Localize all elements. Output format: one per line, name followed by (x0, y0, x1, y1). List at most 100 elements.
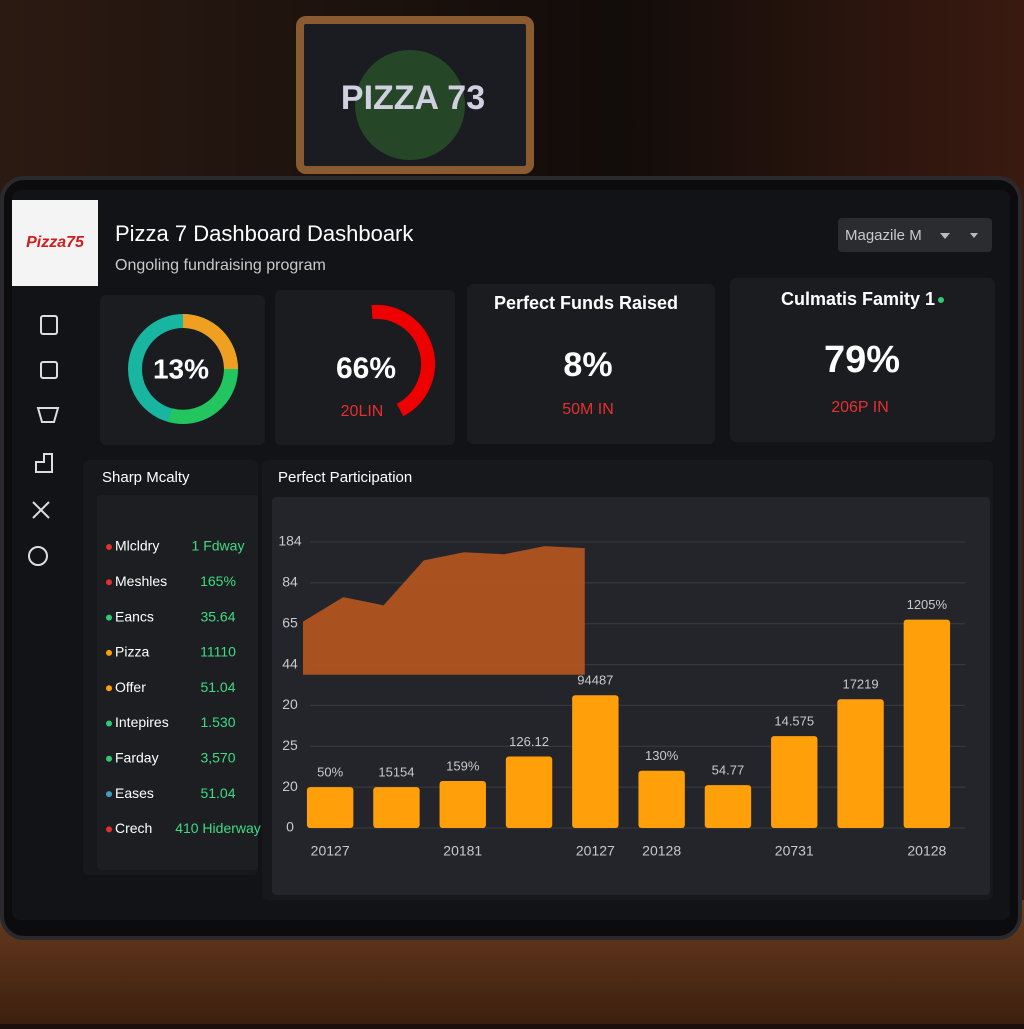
kpi-title: Culmatis Famity 1 (781, 289, 935, 309)
row-dot (106, 720, 112, 727)
row-label: Pizza (115, 644, 149, 660)
x-tick-label: 20127 (311, 843, 350, 859)
nav-icon[interactable] (32, 501, 50, 519)
kpi-note: 206P IN (831, 399, 889, 416)
kpi-value: 79% (824, 339, 900, 381)
x-tick-label: 20128 (907, 843, 946, 859)
row-value: 1.530 (200, 714, 235, 730)
bar-annotation: 17219 (842, 677, 878, 692)
nav-icon[interactable] (40, 361, 58, 379)
bar-annotation: 126.12 (509, 734, 549, 749)
row-label: Farday (115, 750, 159, 766)
x-tick-label: 20127 (576, 843, 615, 859)
nav-icon[interactable] (40, 315, 58, 335)
row-value: 1 Fdway (192, 538, 245, 554)
y-tick-label: 0 (286, 819, 294, 835)
row-dot (106, 755, 112, 762)
status-dot (938, 297, 944, 303)
y-tick-label: 184 (278, 533, 302, 549)
logo-box (12, 200, 98, 286)
row-label: Eancs (115, 608, 154, 624)
bar (903, 619, 951, 828)
kpi-note: 20LIN (341, 403, 384, 420)
row-label: Meshles (115, 573, 167, 589)
poster-text: PIZZA 73 (341, 79, 485, 117)
row-label: Offer (115, 679, 146, 695)
row-value: 3,570 (200, 750, 235, 766)
bar-annotation: 1205% (907, 597, 948, 612)
kpi-value: 8% (563, 346, 612, 384)
chart: 0 20 25 20 44 65 84 184 20127 50% 15154 20181 159% 12… (278, 533, 965, 859)
bar (638, 770, 685, 828)
row-dot (106, 614, 112, 621)
chart-title: Perfect Participation (278, 469, 412, 486)
dropdown[interactable] (838, 218, 992, 252)
bar (572, 695, 619, 828)
dropdown-arrow[interactable] (940, 233, 978, 239)
y-tick-label: 25 (282, 737, 298, 753)
row-label: Mlcldry (115, 538, 159, 554)
kpi-card (467, 284, 715, 444)
row-dot (106, 649, 112, 656)
bar-annotation: 130% (645, 748, 679, 763)
bar (373, 787, 420, 828)
bar-annotation: 15154 (378, 765, 414, 780)
bar (704, 785, 752, 828)
row-dot (106, 544, 112, 550)
y-tick-label: 44 (282, 655, 298, 671)
chart-area (272, 497, 990, 895)
y-tick-label: 65 (282, 614, 298, 630)
bar-annotation: 14.575 (774, 714, 814, 729)
donut-segment (182, 314, 238, 370)
list-rows: Mlcldry 1 Fdway Meshles 165% Eancs 35.64 Pizza… (106, 538, 261, 836)
bar (837, 699, 884, 828)
bar (505, 756, 553, 828)
bar (306, 787, 354, 828)
list-title: Sharp Mcalty (102, 469, 190, 486)
row-label: Eases (115, 785, 154, 801)
row-value: 35.64 (200, 608, 235, 624)
row-dot (106, 826, 112, 833)
bar-annotation: 50% (317, 765, 343, 780)
gauge-arc (371, 304, 435, 417)
kpi-value: 13% (153, 353, 209, 384)
row-dot (106, 579, 112, 586)
bar (771, 736, 818, 828)
row-label: Crech (115, 820, 152, 836)
kpi-note: 50M IN (562, 401, 614, 418)
kpi-card (730, 278, 995, 442)
x-tick-label: 20731 (775, 843, 814, 859)
y-tick-label: 20 (282, 696, 298, 712)
x-tick-label: 20181 (443, 843, 482, 859)
row-dot (106, 791, 112, 798)
logo: Pizza75 (26, 234, 85, 251)
bar-annotation: 54.77 (712, 763, 745, 778)
bar-annotation: 94487 (577, 673, 613, 688)
row-value: 51.04 (200, 679, 235, 695)
sidebar (28, 315, 60, 566)
donut-segment (168, 368, 238, 424)
row-dot (106, 685, 112, 692)
title: Pizza 7 Dashboard Dashboark (115, 221, 414, 246)
dropdown-label[interactable]: Magazile M (845, 227, 922, 244)
row-value: 11110 (200, 644, 236, 660)
row-label: Intepires (115, 714, 169, 730)
nav-icon[interactable] (28, 546, 48, 566)
y-tick-label: 20 (282, 778, 298, 794)
row-value: 51.04 (200, 785, 235, 801)
nav-icon[interactable] (35, 453, 53, 473)
poster-disc (355, 50, 465, 160)
list-box (97, 495, 258, 870)
row-value: 165% (200, 573, 236, 589)
x-tick-label: 20128 (642, 843, 681, 859)
nav-icon[interactable] (36, 407, 60, 423)
y-tick-label: 84 (282, 574, 298, 590)
row-value: 410 Hiderway (175, 820, 261, 836)
area (303, 546, 585, 675)
subtitle: Ongoling fundraising program (115, 257, 326, 274)
bar-annotation: 159% (446, 758, 480, 773)
kpi-title: Perfect Funds Raised (494, 293, 678, 313)
kpi-value: 66% (336, 352, 396, 385)
